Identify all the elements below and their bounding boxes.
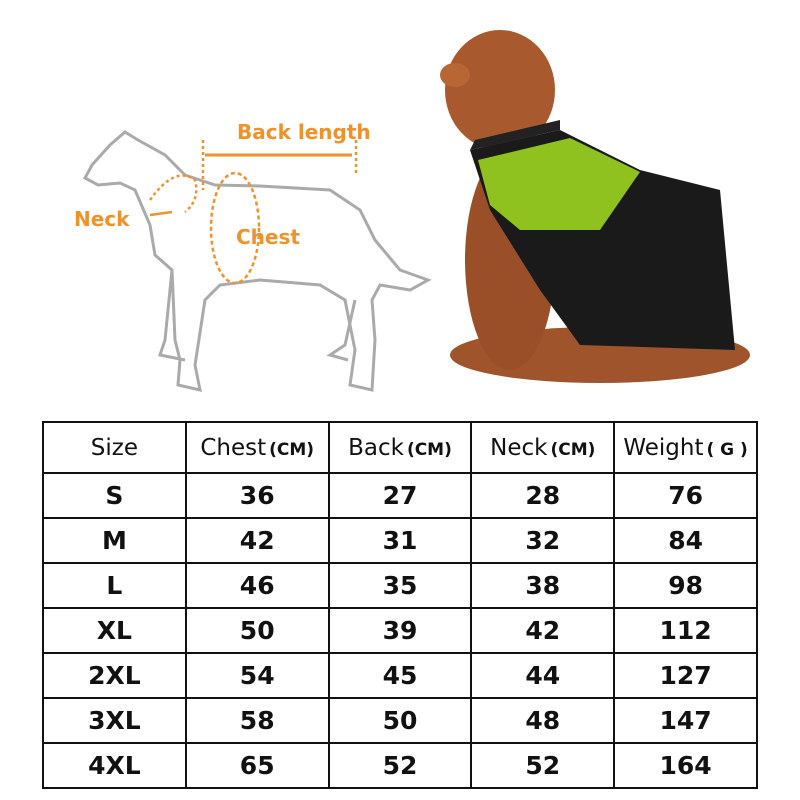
table-cell: 4XL <box>42 742 187 789</box>
table-cell: 54 <box>184 652 330 699</box>
table-cell: 98 <box>613 562 758 609</box>
table-cell: 31 <box>327 517 473 564</box>
table-cell: 28 <box>470 472 616 519</box>
guides <box>148 140 358 285</box>
table-cell: 32 <box>470 517 616 564</box>
table-cell: 50 <box>327 697 473 744</box>
table-row: 4XL 65 52 52 164 <box>42 742 758 789</box>
table-cell: 65 <box>184 742 330 789</box>
label-chest: Chest <box>236 225 300 249</box>
table-cell: 46 <box>184 562 330 609</box>
header-cell: Back (CM) <box>327 421 473 474</box>
dog-photo <box>440 30 750 383</box>
table-cell: 58 <box>184 697 330 744</box>
table-cell: 52 <box>470 742 616 789</box>
size-table: Size Chest (CM) Back (CM) Neck (CM) Weight( G )… <box>42 421 758 789</box>
table-row: 2XL 54 45 44 127 <box>42 652 758 699</box>
header-label: Neck <box>490 434 548 461</box>
illustration: Back length Neck Chest <box>74 30 750 392</box>
header-cell: Neck (CM) <box>470 421 616 474</box>
header-label: Back <box>348 434 404 461</box>
table-cell: 84 <box>613 517 758 564</box>
dog-outline <box>82 130 432 392</box>
header-unit: ( G ) <box>706 439 748 460</box>
table-cell: 164 <box>613 742 758 789</box>
header-row: Size Chest (CM) Back (CM) Neck (CM) Weight( G ) <box>42 421 758 474</box>
table-cell: S <box>42 472 187 519</box>
table-cell: 27 <box>327 472 473 519</box>
table-cell: 42 <box>184 517 330 564</box>
table-cell: 2XL <box>42 652 187 699</box>
table-cell: 45 <box>327 652 473 699</box>
header-label: Size <box>90 434 138 461</box>
table-row: L 46 35 38 98 <box>42 562 758 609</box>
table-cell: 42 <box>470 607 616 654</box>
table-cell: 36 <box>184 472 330 519</box>
table-row: 3XL 58 50 48 147 <box>42 697 758 744</box>
label-neck: Neck <box>74 207 130 231</box>
header-label: Weight <box>623 434 704 461</box>
table-cell: 52 <box>327 742 473 789</box>
table-cell: L <box>42 562 187 609</box>
table-cell: 50 <box>184 607 330 654</box>
header-cell: Chest (CM) <box>184 421 330 474</box>
table-row: XL 50 39 42 112 <box>42 607 758 654</box>
header-unit: (CM) <box>550 439 596 460</box>
table-cell: 39 <box>327 607 473 654</box>
table-cell: XL <box>42 607 187 654</box>
table-cell: 35 <box>327 562 473 609</box>
table-row: M 42 31 32 84 <box>42 517 758 564</box>
table-cell: 76 <box>613 472 758 519</box>
dog-legs <box>158 269 357 362</box>
table-cell: 48 <box>470 697 616 744</box>
table-cell: 38 <box>470 562 616 609</box>
table-row: S 36 27 28 76 <box>42 472 758 519</box>
table-cell: 147 <box>613 697 758 744</box>
table-cell: 3XL <box>42 697 187 744</box>
header-unit: (CM) <box>269 439 315 460</box>
table-cell: 127 <box>613 652 758 699</box>
header-label: Chest <box>200 434 267 461</box>
header-unit: (CM) <box>406 439 452 460</box>
header-cell: Weight( G ) <box>613 421 758 474</box>
table-cell: 44 <box>470 652 616 699</box>
table-cell: 112 <box>613 607 758 654</box>
label-back-length: Back length <box>237 120 371 144</box>
table-cell: M <box>42 517 187 564</box>
header-cell: Size <box>42 421 187 474</box>
